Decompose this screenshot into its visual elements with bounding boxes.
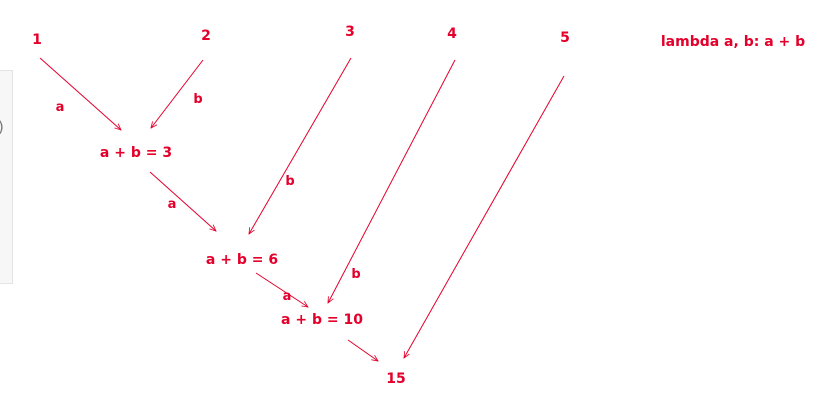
- edge-3-to-6: [149, 171, 216, 231]
- edge-6-to-10: [255, 272, 308, 307]
- edge-label-b-1: b: [193, 92, 202, 107]
- edge-2-to-3: [151, 59, 204, 128]
- edge-label-b-3: b: [351, 267, 360, 282]
- lambda-expression: lambda a, b: a + b: [661, 34, 805, 50]
- result-6: a + b = 6: [206, 252, 278, 268]
- edge-in3-to-6: [249, 57, 352, 234]
- edge-in5-to-15: [404, 75, 565, 358]
- edge-label-a-3: a: [283, 289, 292, 304]
- edge-label-b-2: b: [285, 174, 294, 189]
- input-4: 4: [447, 26, 457, 42]
- edge-label-a-2: a: [168, 197, 177, 212]
- result-15: 15: [386, 371, 405, 387]
- edge-10-to-15: [347, 339, 378, 361]
- edge-label-a-1: a: [56, 100, 65, 115]
- input-1: 1: [32, 32, 42, 48]
- result-3: a + b = 3: [100, 145, 172, 161]
- input-2: 2: [201, 28, 211, 44]
- side-panel: [0, 70, 13, 284]
- input-5: 5: [560, 30, 570, 46]
- edge-in4-to-10: [328, 59, 456, 303]
- result-10: a + b = 10: [281, 312, 363, 328]
- edge-1-to-3: [39, 57, 121, 130]
- input-3: 3: [345, 24, 355, 40]
- side-panel-glyph: ): [0, 118, 4, 136]
